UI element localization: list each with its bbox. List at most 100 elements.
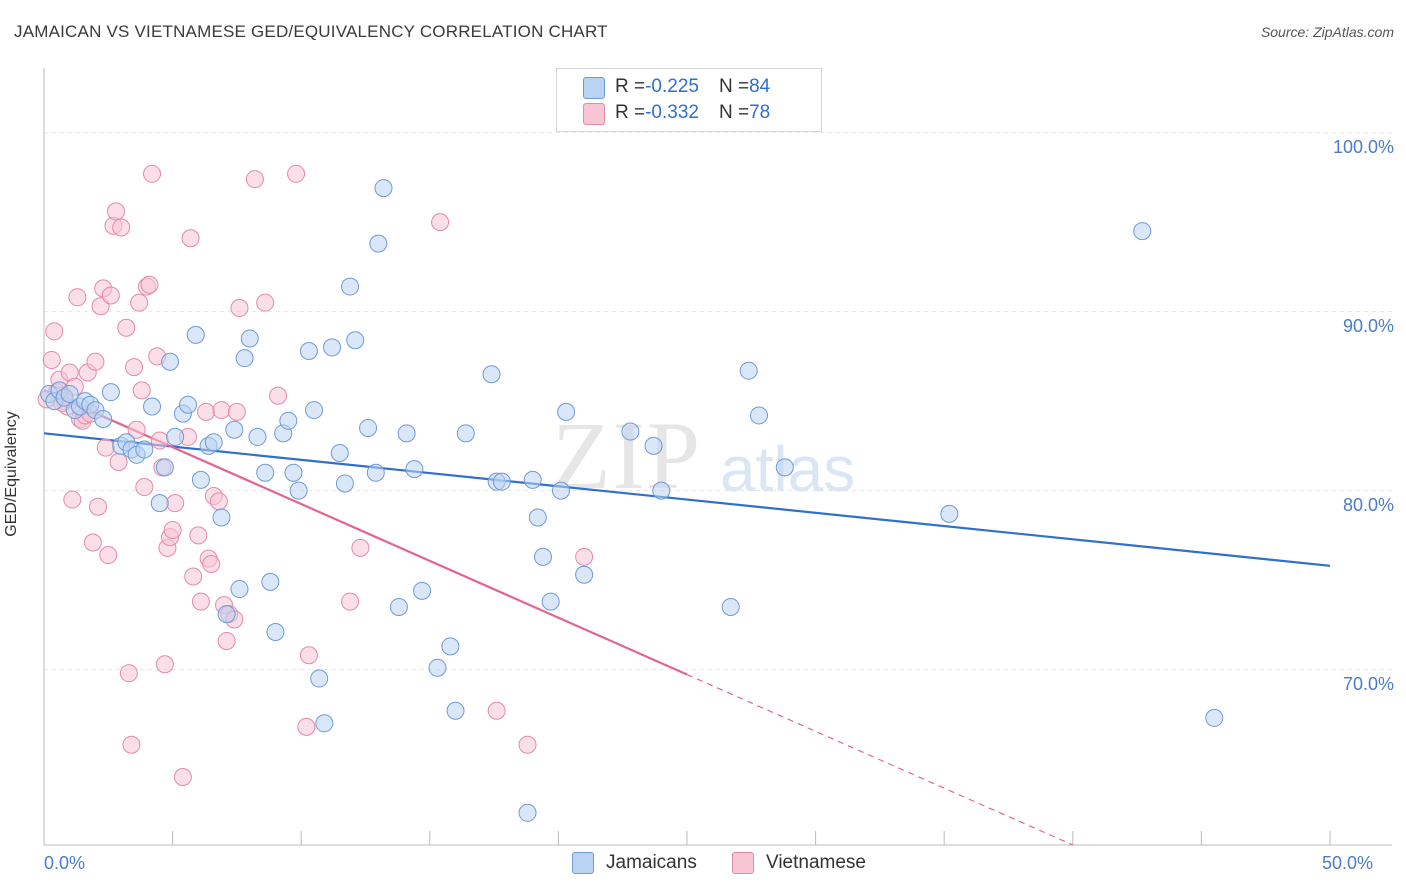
jamaicans-point	[575, 565, 594, 584]
vietnamese-point	[155, 655, 174, 674]
series-swatch-jamaicans	[572, 852, 594, 874]
vietnamese-point	[431, 213, 450, 232]
vietnamese-point	[122, 735, 141, 754]
x-tick-label-min: 0.0%	[44, 853, 86, 873]
legend-row-jamaicans: R = -0.225 N = 84	[615, 75, 770, 99]
jamaicans-point	[721, 597, 740, 616]
vietnamese-point	[96, 438, 115, 457]
watermark-zip: ZIP	[552, 402, 702, 509]
legend-n-label: N =	[718, 76, 750, 97]
vietnamese-point	[107, 202, 126, 221]
jamaicans-point	[441, 637, 460, 656]
data-points	[37, 164, 1224, 822]
vietnamese-point	[181, 229, 200, 248]
jamaicans-point	[261, 572, 280, 591]
jamaicans-point	[279, 411, 298, 430]
jamaicans-point	[60, 384, 79, 403]
series-swatch-vietnamese	[732, 852, 754, 874]
vietnamese-trend-extension	[686, 673, 1074, 846]
y-tick-label-70: 70.0%	[1342, 673, 1394, 694]
vietnamese-point	[256, 293, 275, 312]
series-name-vietnamese: Vietnamese	[766, 852, 866, 873]
jamaicans-point	[191, 470, 210, 489]
legend-swatch-vietnamese	[583, 103, 605, 125]
vietnamese-point	[163, 520, 182, 539]
jamaicans-point	[323, 338, 342, 357]
vietnamese-point	[150, 431, 169, 450]
legend-n-label: N =	[718, 102, 750, 123]
vietnamese-point	[130, 293, 149, 312]
legend-n-value: 78	[749, 102, 771, 123]
vietnamese-point	[197, 402, 216, 421]
jamaicans-point	[533, 547, 552, 566]
jamaicans-point	[315, 714, 334, 733]
vietnamese-point	[299, 646, 318, 665]
vietnamese-point	[202, 554, 221, 573]
y-tick-label-90: 90.0%	[1342, 315, 1394, 336]
vietnamese-point	[42, 350, 61, 369]
jamaicans-point	[644, 436, 663, 455]
jamaicans-trend-line	[43, 432, 1331, 567]
jamaicans-point	[428, 658, 447, 677]
chart-source: Source: ZipAtlas.com	[1260, 24, 1394, 40]
legend-r-value: -0.225	[645, 76, 699, 97]
jamaicans-point	[225, 420, 244, 439]
vietnamese-point	[173, 767, 192, 786]
jamaicans-point	[166, 427, 185, 446]
jamaicans-point	[186, 325, 205, 344]
vietnamese-point	[245, 170, 264, 189]
jamaicans-point	[366, 463, 385, 482]
legend-r-value: -0.332	[645, 102, 699, 123]
jamaicans-point	[143, 397, 162, 416]
jamaicans-point	[240, 329, 259, 348]
jamaicans-point	[289, 481, 308, 500]
vietnamese-point	[341, 592, 360, 611]
jamaicans-point	[161, 352, 180, 371]
jamaicans-point	[217, 605, 236, 624]
vietnamese-point	[83, 533, 102, 552]
vietnamese-point	[101, 286, 120, 305]
legend-r-label: R =	[615, 76, 646, 97]
jamaicans-point	[1205, 708, 1224, 727]
vietnamese-point	[109, 452, 128, 471]
jamaicans-point	[235, 349, 254, 368]
jamaicans-point	[523, 470, 542, 489]
vietnamese-point	[117, 318, 136, 337]
x-tick-label-max: 50.0%	[1322, 853, 1374, 873]
vietnamese-point	[209, 492, 228, 511]
vietnamese-point	[99, 546, 118, 565]
jamaicans-point	[155, 458, 174, 477]
vietnamese-point	[68, 288, 87, 307]
jamaicans-point	[256, 463, 275, 482]
series-legend-vietnamese: Vietnamese	[732, 852, 866, 874]
jamaicans-point	[150, 494, 169, 513]
vietnamese-point	[140, 275, 159, 294]
vietnamese-point	[125, 358, 144, 377]
jamaicans-point	[330, 444, 349, 463]
vietnamese-point	[287, 164, 306, 183]
jamaicans-point	[212, 508, 231, 527]
vietnamese-trend-line	[43, 389, 688, 676]
vietnamese-point	[45, 322, 64, 341]
jamaicans-point	[299, 342, 318, 361]
jamaicans-point	[739, 361, 758, 380]
jamaicans-point	[284, 463, 303, 482]
vietnamese-point	[487, 701, 506, 720]
jamaicans-point	[492, 472, 511, 491]
jamaicans-point	[518, 803, 537, 822]
gridlines	[44, 132, 1392, 671]
jamaicans-point	[482, 365, 501, 384]
vietnamese-point	[351, 538, 370, 557]
vietnamese-point	[191, 592, 210, 611]
jamaicans-point	[374, 179, 393, 198]
jamaicans-point	[389, 597, 408, 616]
jamaicans-point	[135, 440, 154, 459]
jamaicans-point	[551, 481, 570, 500]
chart-title: JAMAICAN VS VIETNAMESE GED/EQUIVALENCY C…	[14, 22, 608, 41]
jamaicans-point	[750, 406, 769, 425]
series-name-jamaicans: Jamaicans	[606, 852, 697, 873]
jamaicans-point	[557, 402, 576, 421]
jamaicans-point	[413, 581, 432, 600]
jamaicans-point	[397, 424, 416, 443]
